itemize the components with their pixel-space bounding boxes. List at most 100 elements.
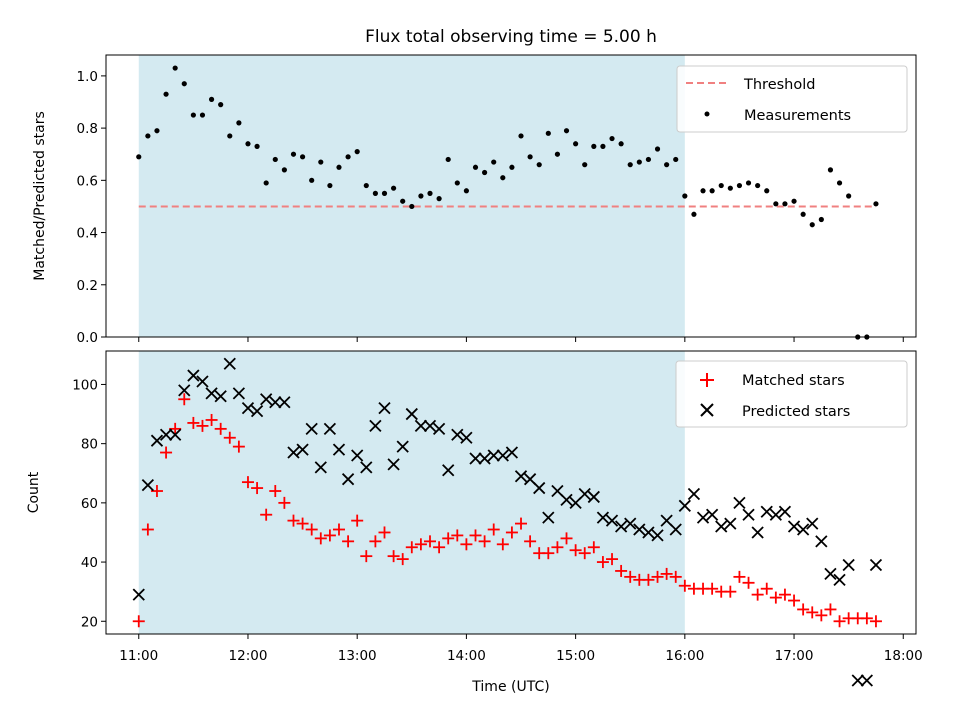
measurement-point xyxy=(172,65,178,71)
y-tick-label: 0.8 xyxy=(77,121,98,137)
matched-stars-point xyxy=(778,588,791,601)
count-legend: Matched stars Predicted stars xyxy=(675,360,908,428)
predicted-stars-point xyxy=(260,393,273,406)
predicted-stars-point xyxy=(323,422,337,435)
predicted-stars-point xyxy=(278,396,291,409)
predicted-stars-point xyxy=(633,523,646,536)
measurement-point xyxy=(836,180,843,186)
measurement-point xyxy=(472,164,479,170)
y-tick-label: 1.0 xyxy=(77,69,98,85)
legend-predicted-label: Predicted stars xyxy=(742,404,850,420)
matched-stars-point xyxy=(405,541,418,554)
predicted-stars-point xyxy=(733,496,746,509)
measurement-point xyxy=(372,190,378,196)
measurement-point xyxy=(400,198,406,204)
matched-stars-point xyxy=(606,553,619,566)
measurement-point xyxy=(727,185,733,191)
measurement-point xyxy=(582,162,588,168)
measurement-point xyxy=(309,177,315,183)
legend-measurements-label: Measurements xyxy=(744,108,851,124)
measurement-point xyxy=(709,188,715,194)
matched-stars-point xyxy=(178,393,191,406)
measurement-point xyxy=(336,164,342,170)
predicted-stars-point xyxy=(715,520,728,533)
matched-stars-point xyxy=(651,570,664,583)
predicted-stars-point xyxy=(269,396,282,409)
matched-stars-point xyxy=(451,529,464,542)
matched-stars-point xyxy=(260,508,273,521)
x-tick-label: 11:00 xyxy=(119,648,158,664)
measurement-point xyxy=(745,180,752,186)
matched-stars-point xyxy=(833,615,846,628)
matched-stars-point xyxy=(815,609,828,622)
measurement-point xyxy=(491,159,497,165)
measurement-point xyxy=(527,154,533,160)
predicted-stars-point xyxy=(432,422,446,435)
measurement-point xyxy=(718,182,724,189)
predicted-stars-point xyxy=(169,428,182,441)
predicted-stars-point xyxy=(751,526,764,539)
predicted-stars-point xyxy=(241,401,255,415)
measurement-point xyxy=(272,156,278,163)
predicted-stars-point xyxy=(314,461,327,474)
ratio-plot-frame xyxy=(105,54,917,338)
count-shaded-span xyxy=(138,351,685,634)
ratio-y-ticks: 0.0 0.2 0.4 0.6 0.8 1.0 xyxy=(77,69,106,346)
matched-stars-point xyxy=(469,529,482,542)
matched-stars-point xyxy=(323,529,336,542)
measurement-point xyxy=(700,188,706,194)
matched-stars-point xyxy=(869,615,882,628)
predicted-stars-point xyxy=(250,404,264,418)
measurement-point xyxy=(445,156,451,163)
ratio-y-axis-label: Matched/Predicted stars xyxy=(32,111,48,281)
predicted-stars-point xyxy=(423,419,437,433)
measurement-point xyxy=(800,211,806,217)
measurement-point xyxy=(163,91,169,97)
matched-stars-point xyxy=(232,440,245,453)
measurement-point xyxy=(463,188,470,194)
predicted-stars-point xyxy=(806,517,819,530)
predicted-stars-point xyxy=(514,470,528,483)
matched-stars-point xyxy=(460,538,473,551)
matched-stars-point xyxy=(569,544,582,557)
measurement-point xyxy=(755,182,761,189)
x-tick-label: 12:00 xyxy=(229,648,268,664)
matched-stars-point xyxy=(660,567,673,580)
x-tick-label: 13:00 xyxy=(338,648,377,664)
measurement-point xyxy=(809,222,815,228)
ratio-legend-box xyxy=(676,65,908,133)
ratio-shaded-span xyxy=(138,55,685,337)
predicted-stars-point xyxy=(214,390,227,403)
predicted-stars-point xyxy=(341,473,355,486)
measurement-point xyxy=(181,81,187,87)
matched-stars-point xyxy=(314,532,327,545)
matched-stars-point xyxy=(824,603,837,616)
measurement-point xyxy=(199,112,206,118)
y-tick-label: 20 xyxy=(81,614,98,630)
matched-stars-point xyxy=(615,564,628,577)
predicted-stars-point xyxy=(387,458,400,471)
predicted-stars-point xyxy=(797,523,810,536)
measurement-point xyxy=(827,167,834,173)
predicted-stars-point xyxy=(815,535,828,548)
measurement-point xyxy=(563,128,570,134)
count-plot-frame xyxy=(105,350,917,635)
predicted-stars-point xyxy=(469,452,482,465)
y-tick-label: 40 xyxy=(81,555,98,571)
measurement-point xyxy=(673,156,679,163)
measurement-point xyxy=(609,135,615,142)
predicted-stars-point xyxy=(687,487,701,501)
measurement-point xyxy=(436,196,442,202)
measurement-point xyxy=(299,154,306,160)
matched-stars-point xyxy=(424,535,436,548)
predicted-stars-point xyxy=(369,419,382,433)
measurement-point xyxy=(645,156,652,163)
predicted-stars-point xyxy=(678,499,691,512)
matched-stars-point xyxy=(269,485,282,498)
measurement-point xyxy=(254,143,260,149)
y-tick-label: 0.4 xyxy=(77,226,98,242)
matched-stars-point xyxy=(414,538,427,551)
predicted-stars-point xyxy=(651,529,664,542)
predicted-stars-point xyxy=(669,523,682,536)
measurement-point xyxy=(600,143,606,149)
